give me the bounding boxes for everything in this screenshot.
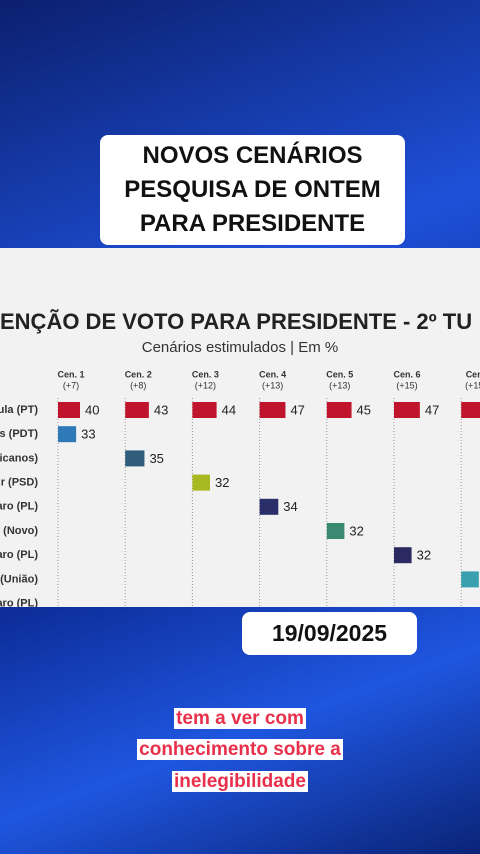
- subtitle-text: tem a ver com: [174, 708, 306, 729]
- subtitle-line: conhecimento sobre a: [0, 739, 480, 761]
- value-label: 34: [283, 499, 297, 514]
- value-label: 47: [425, 402, 439, 417]
- caption-line: PESQUISA DE ONTEM: [124, 176, 381, 203]
- value-label: 47: [290, 402, 304, 417]
- row-label: s (PDT): [0, 428, 38, 440]
- value-label: 32: [349, 523, 363, 538]
- scenario-name: Cen. 6: [393, 369, 420, 379]
- bar: [192, 474, 210, 491]
- chart: ENÇÃO DE VOTO PARA PRESIDENTE - 2º TU Ce…: [0, 309, 480, 607]
- bar: [259, 402, 286, 418]
- bar: [58, 426, 77, 443]
- chart-panel: ENÇÃO DE VOTO PARA PRESIDENTE - 2º TU Ce…: [0, 248, 480, 607]
- value-label: 32: [215, 475, 229, 490]
- date-box: 19/09/2025: [242, 612, 417, 655]
- row-label: r (PSD): [1, 477, 39, 489]
- value-label: 43: [154, 402, 168, 417]
- bar: [461, 571, 479, 588]
- scenario-name: Cen. 2: [125, 369, 152, 379]
- bar: [259, 498, 279, 515]
- scenario-note: (+13): [329, 380, 350, 390]
- value-label: 44: [222, 402, 236, 417]
- bar: [326, 402, 352, 418]
- bar: [125, 450, 145, 467]
- scenario-note: (+13): [262, 380, 283, 390]
- row-label: aro (PL): [0, 549, 38, 561]
- row-label: icanos): [0, 452, 38, 464]
- scenario-name: Cen. 3: [192, 369, 219, 379]
- bar: [394, 547, 412, 564]
- caption-line: NOVOS CENÁRIOS: [142, 142, 363, 169]
- bar: [192, 402, 217, 418]
- value-label: 33: [81, 427, 95, 442]
- scenario-note: (+12): [195, 380, 216, 390]
- scenario-name: Cen. 4: [259, 369, 286, 379]
- value-label: 45: [357, 402, 371, 417]
- bar: [58, 402, 80, 418]
- subtitle-line: tem a ver com: [0, 708, 480, 730]
- row-label: (Novo): [3, 525, 38, 537]
- scenario-name: Cen: [466, 369, 480, 379]
- chart-subtitle: Cenários estimulados | Em %: [142, 339, 338, 356]
- bar: [461, 402, 480, 418]
- scenario-note: (+8): [130, 380, 146, 390]
- caption-line: PARA PRESIDENTE: [139, 210, 366, 237]
- scenario-note: (+15: [465, 380, 480, 390]
- chart-title: ENÇÃO DE VOTO PARA PRESIDENTE - 2º TU: [0, 309, 472, 334]
- scenario-note: (+15): [396, 380, 417, 390]
- subtitle-text: inelegibilidade: [172, 771, 308, 792]
- row-label: ula (PT): [0, 404, 38, 416]
- bar: [326, 523, 345, 539]
- scenario-name: Cen. 1: [57, 369, 84, 379]
- value-label: 32: [417, 548, 431, 563]
- caption-box: NOVOS CENÁRIOS PESQUISA DE ONTEM PARA PR…: [100, 135, 405, 245]
- row-label: aro (PL): [0, 598, 38, 607]
- scenario-name: Cen. 5: [326, 369, 353, 379]
- value-label: 40: [85, 402, 99, 417]
- subtitle-line: inelegibilidade: [0, 771, 480, 793]
- subtitle-text: conhecimento sobre a: [137, 739, 343, 760]
- scenario-note: (+7): [63, 380, 79, 390]
- bar: [125, 402, 149, 418]
- value-label: 35: [149, 451, 163, 466]
- row-label: aro (PL): [0, 501, 38, 513]
- bar: [394, 402, 420, 418]
- row-label: (União): [0, 573, 38, 585]
